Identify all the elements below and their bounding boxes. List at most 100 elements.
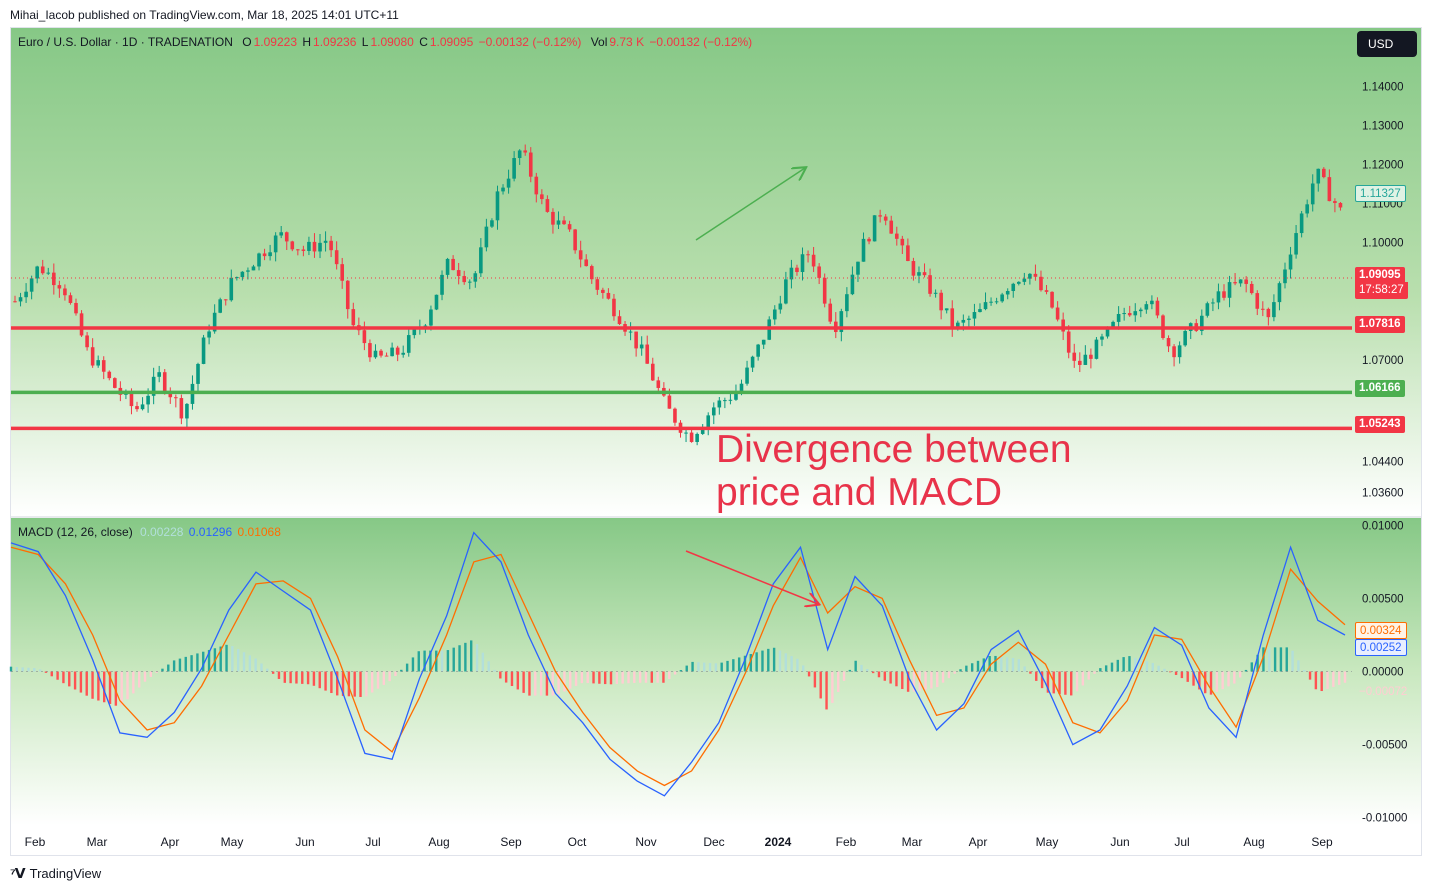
candle-body: [1122, 313, 1126, 315]
candle-body: [972, 312, 977, 319]
histogram-bar: [836, 671, 840, 692]
histogram-bar: [1244, 669, 1248, 672]
candle-body: [1083, 354, 1088, 365]
macd-indicator-name[interactable]: MACD (12, 26, close): [18, 525, 133, 539]
histogram-bar: [1099, 668, 1102, 672]
candle-body: [667, 395, 672, 409]
histogram-bar: [167, 664, 170, 672]
histogram-bar: [1343, 671, 1347, 683]
histogram-bar: [62, 671, 65, 684]
histogram-bar: [108, 671, 112, 704]
candle-body: [1022, 278, 1027, 282]
histogram-bar: [1273, 647, 1277, 672]
histogram-bar: [1058, 671, 1061, 695]
histogram-bar: [1337, 671, 1341, 685]
histogram-bar: [598, 671, 601, 684]
histogram-bar: [1297, 660, 1300, 672]
candle-body: [1166, 338, 1171, 347]
close-value: 1.09095: [429, 35, 474, 49]
histogram-bar: [1238, 671, 1242, 678]
histogram-bar: [336, 671, 339, 696]
histogram-bar: [21, 667, 24, 672]
candle-body: [861, 238, 866, 262]
currency-button[interactable]: USD: [1357, 31, 1417, 57]
macd-tick-label: -0.00500: [1362, 740, 1407, 752]
candle-body: [1005, 291, 1010, 295]
candle-body: [795, 267, 799, 273]
candle-body: [506, 178, 511, 188]
candle-body: [1033, 273, 1038, 277]
divergence-annotation: Divergence between price and MACD: [716, 428, 1096, 514]
histogram-bar: [691, 661, 694, 672]
candle-body: [1155, 300, 1160, 316]
histogram-bar: [516, 671, 520, 690]
x-tick-label: Aug: [1243, 835, 1264, 849]
candle-body: [68, 295, 73, 303]
candle-body: [573, 229, 577, 251]
candle-body: [955, 322, 960, 328]
change-value: −0.00132 (−0.12%): [478, 35, 582, 49]
candle-body: [240, 271, 245, 278]
histogram-bar: [714, 663, 718, 672]
candle-body: [1299, 213, 1304, 234]
histogram-bar: [580, 671, 584, 684]
candle-body: [562, 220, 566, 225]
candle-body: [944, 308, 949, 311]
candle-body: [24, 291, 28, 298]
histogram-bar: [1000, 656, 1003, 672]
candle-body: [517, 150, 522, 159]
candle-body: [967, 318, 971, 320]
candle-body: [74, 302, 78, 314]
candle-body: [85, 335, 89, 348]
histogram-bar: [802, 665, 805, 672]
histogram-bar: [271, 671, 275, 674]
histogram-bar: [266, 668, 269, 672]
tradingview-logo[interactable]: ⁷𝗩 TradingView: [10, 865, 101, 882]
histogram-bar: [941, 671, 945, 683]
histogram-bar: [586, 671, 589, 684]
histogram-bar: [1017, 659, 1020, 672]
candle-body: [778, 303, 783, 310]
candle-body: [645, 344, 650, 364]
candle-body: [933, 292, 938, 294]
x-tick-label: Jul: [365, 835, 380, 849]
symbol-name[interactable]: Euro / U.S. Dollar · 1D · TRADENATION: [18, 35, 233, 49]
histogram-bar: [15, 667, 19, 672]
candle-body: [329, 240, 333, 251]
histogram-bar: [1326, 671, 1329, 689]
candle-body: [501, 187, 505, 192]
candle-body: [1238, 279, 1243, 284]
candle-body: [617, 316, 622, 325]
histogram-bar: [1174, 671, 1178, 675]
candle-body: [1177, 345, 1182, 358]
histogram-bar: [1291, 650, 1294, 672]
candle-body: [229, 277, 234, 301]
histogram-bar: [301, 671, 304, 684]
candle-body: [235, 277, 239, 279]
candles-group: [13, 144, 1343, 446]
candle-body: [473, 273, 478, 282]
histogram-bar: [1116, 659, 1120, 672]
candle-body: [1316, 168, 1321, 184]
histogram-bar: [283, 671, 286, 683]
candle-body: [634, 331, 638, 349]
histogram-bar: [143, 671, 147, 682]
candle-body: [273, 235, 278, 253]
candle-body: [1183, 330, 1187, 346]
candle-body: [395, 347, 400, 355]
publisher-line: Mihai_Iacob published on TradingView.com…: [10, 8, 399, 22]
histogram-bar: [522, 671, 525, 693]
histogram-bar: [965, 665, 968, 672]
histogram-bar: [848, 669, 852, 672]
x-tick-label: Feb: [25, 835, 46, 849]
x-tick-label: May: [221, 835, 244, 849]
macd-tick-label: 0.00500: [1362, 593, 1404, 605]
macd-legend: MACD (12, 26, close) 0.00228 0.01296 0.0…: [18, 525, 283, 539]
candle-body: [689, 432, 694, 442]
candle-body: [290, 241, 295, 250]
histogram-bar: [1262, 647, 1265, 672]
candle-body: [251, 266, 256, 271]
histogram-bar: [149, 671, 153, 677]
